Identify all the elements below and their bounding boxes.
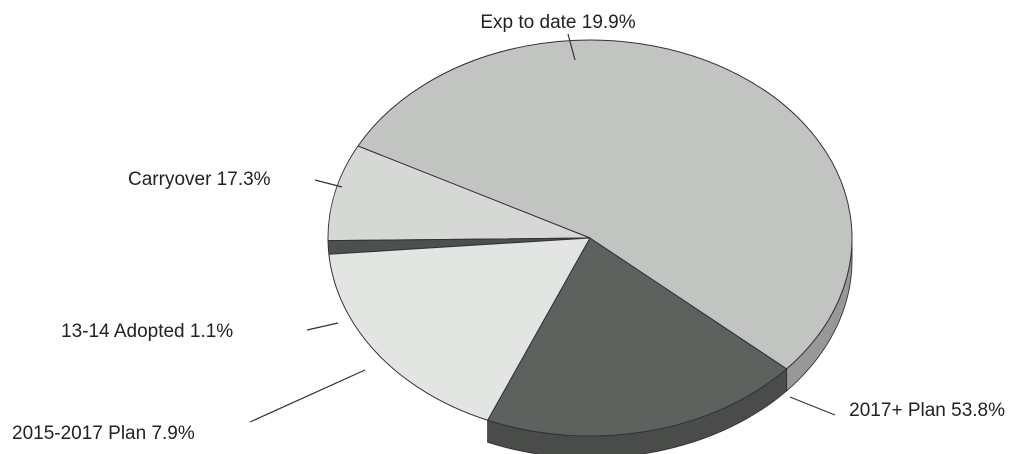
- slice-label-exp-to-date: Exp to date 19.9%: [480, 12, 635, 33]
- slice-label-13-14-adopted: 13-14 Adopted 1.1%: [61, 321, 233, 342]
- leader-line-carryover: [314, 179, 343, 188]
- leader-line-2015-2017-plan: [249, 369, 366, 423]
- slice-label-2017-plan: 2017+ Plan 53.8%: [849, 400, 1005, 421]
- pie-slice-2017-plan: [357, 39, 853, 370]
- leader-line-13-14-adopted: [306, 322, 339, 331]
- pie-slice-2015-2017-plan: [327, 145, 591, 242]
- leader-line-exp-to-date: [567, 33, 576, 61]
- slice-label-2015-2017-plan: 2015-2017 Plan 7.9%: [12, 423, 195, 444]
- slice-label-carryover: Carryover 17.3%: [128, 169, 271, 190]
- pie-slice-carryover: [328, 237, 591, 421]
- leader-line-2017-plan: [789, 396, 836, 416]
